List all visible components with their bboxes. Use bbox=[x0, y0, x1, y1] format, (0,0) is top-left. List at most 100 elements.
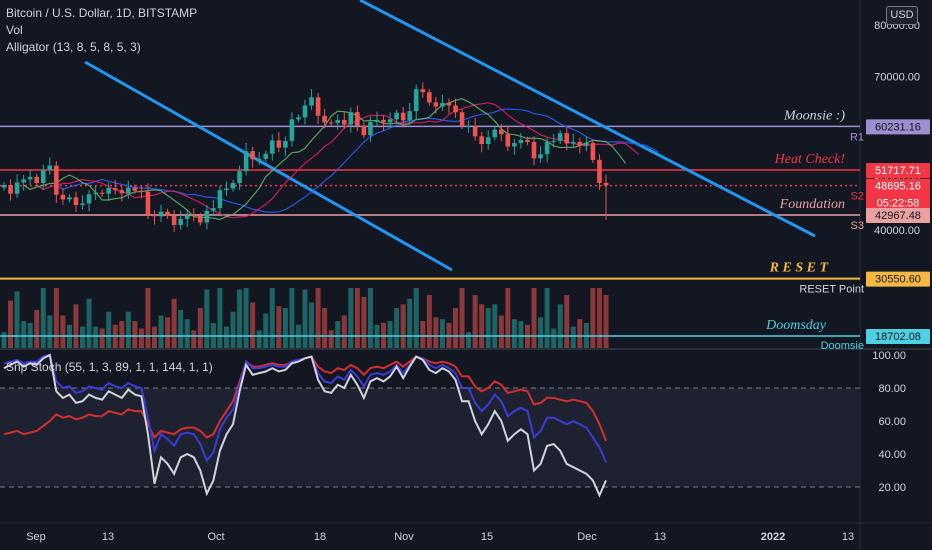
level-name: R E S E T bbox=[769, 261, 830, 276]
candle-body bbox=[73, 197, 79, 206]
candle-body bbox=[413, 89, 419, 112]
candle-body bbox=[446, 102, 452, 106]
price-axis-label: 60231.16 bbox=[875, 121, 921, 133]
volume-bar bbox=[361, 296, 367, 348]
volume-bar bbox=[367, 288, 373, 348]
candle-body bbox=[99, 192, 105, 194]
candle-body bbox=[302, 105, 308, 118]
volume-bar bbox=[570, 326, 576, 348]
volume-bar bbox=[315, 288, 321, 348]
legend-title: Bitcoin / U.S. Dollar, 1D, BITSTAMP bbox=[6, 6, 198, 20]
volume-bar bbox=[472, 295, 478, 348]
price-axis-label: 30550.60 bbox=[875, 274, 921, 286]
level-tag: RESET Point bbox=[799, 284, 864, 296]
volume-bar bbox=[86, 298, 92, 348]
candle-body bbox=[86, 194, 92, 204]
candle-body bbox=[505, 134, 511, 147]
volume-bar bbox=[165, 317, 171, 348]
price-axis-label-bg bbox=[866, 163, 930, 179]
volume-bar bbox=[237, 289, 243, 348]
candle-body bbox=[132, 187, 138, 191]
candle-body bbox=[407, 111, 412, 121]
candle-body bbox=[106, 188, 111, 194]
stoch-tick-label: 20.00 bbox=[878, 482, 906, 494]
time-tick-label: 13 bbox=[842, 531, 854, 543]
volume-bar bbox=[263, 313, 269, 348]
candle-body bbox=[165, 211, 170, 216]
stoch-tick-label: 80.00 bbox=[878, 383, 906, 395]
volume-bar bbox=[557, 304, 563, 348]
candle-body bbox=[47, 165, 53, 171]
candle-body bbox=[525, 139, 530, 142]
currency-button[interactable]: USD bbox=[886, 6, 918, 25]
candle-body bbox=[269, 140, 275, 154]
stoch-pane[interactable] bbox=[0, 353, 860, 498]
volume-bar bbox=[603, 294, 609, 348]
candle-body bbox=[230, 182, 236, 189]
price-tick-label: 40000.00 bbox=[874, 225, 920, 237]
candle-body bbox=[27, 176, 33, 180]
candle-body bbox=[198, 215, 203, 223]
candle-body bbox=[427, 92, 432, 103]
stoch-tick-label: 60.00 bbox=[878, 416, 906, 428]
candle-body bbox=[531, 141, 537, 159]
volume-bar bbox=[348, 288, 354, 348]
time-tick-label: Oct bbox=[207, 531, 224, 543]
time-tick-label: 13 bbox=[654, 531, 666, 543]
time-tick-label: Dec bbox=[577, 531, 597, 543]
volume-bar bbox=[511, 319, 517, 348]
candle-body bbox=[184, 215, 190, 219]
candle-body bbox=[283, 140, 288, 148]
volume-bar bbox=[171, 298, 177, 348]
candle-body bbox=[544, 141, 550, 155]
legend-volume: Vol bbox=[6, 23, 23, 37]
volume-bar bbox=[577, 319, 583, 348]
candle-body bbox=[512, 142, 517, 147]
volume-bar bbox=[250, 302, 256, 348]
volume-bar bbox=[505, 288, 511, 348]
volume-bar bbox=[80, 326, 86, 348]
candle-body bbox=[485, 137, 491, 144]
candle-body bbox=[224, 188, 229, 191]
level-name: Heat Check! bbox=[774, 152, 846, 167]
volume-bar bbox=[498, 315, 504, 348]
time-tick-label: 15 bbox=[481, 531, 493, 543]
trendline-lower bbox=[84, 60, 453, 272]
volume-bar bbox=[302, 289, 308, 348]
volume-bar bbox=[197, 308, 203, 348]
price-axis-label-bg bbox=[866, 329, 930, 344]
candle-body bbox=[21, 179, 26, 183]
stoch-tick-label: 100.00 bbox=[872, 350, 906, 362]
candle-body bbox=[387, 119, 393, 123]
volume-bar bbox=[138, 328, 144, 348]
candle-body bbox=[466, 126, 471, 128]
candle-body bbox=[472, 126, 478, 137]
candle-body bbox=[584, 142, 589, 146]
price-axis-label-bg bbox=[866, 178, 930, 211]
volume-bar bbox=[328, 330, 334, 348]
price-axis-label: 48695.16 bbox=[875, 181, 921, 193]
volume-bar bbox=[1, 332, 7, 348]
volume-bar bbox=[34, 309, 40, 348]
volume-bar bbox=[99, 328, 105, 348]
volume-bar bbox=[21, 321, 27, 348]
candle-body bbox=[14, 182, 20, 194]
volume-bar bbox=[590, 288, 596, 348]
candles bbox=[1, 82, 609, 232]
price-background bbox=[0, 0, 932, 349]
volume-bar bbox=[178, 309, 184, 348]
volume-bar bbox=[223, 326, 229, 348]
price-axis-countdown: 05:22:58 bbox=[877, 198, 920, 210]
candle-body bbox=[590, 142, 596, 160]
candle-body bbox=[348, 112, 354, 125]
volume-bar bbox=[289, 288, 295, 348]
candle-body bbox=[374, 119, 380, 122]
level-name: Foundation bbox=[779, 197, 845, 212]
candle-body bbox=[499, 129, 504, 135]
price-tick-label: 70000.00 bbox=[874, 71, 920, 83]
volume-bar bbox=[354, 288, 360, 348]
volume-bar bbox=[158, 315, 164, 348]
candle-body bbox=[492, 129, 498, 138]
